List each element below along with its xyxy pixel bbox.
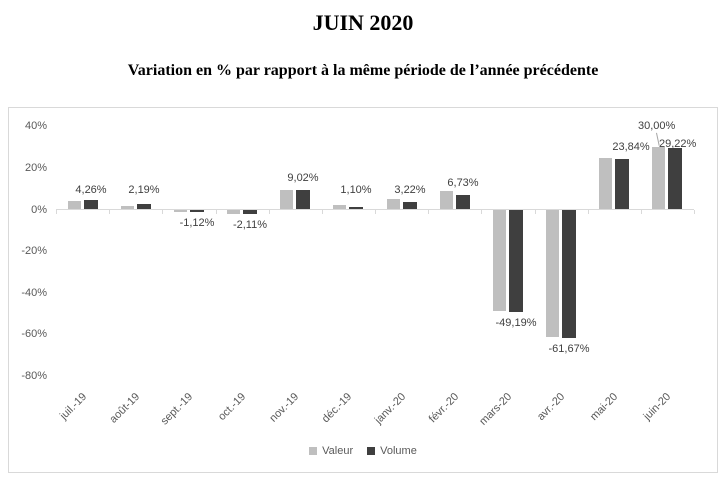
bar-valeur [333, 205, 346, 209]
bar-valeur [121, 206, 134, 209]
bar-volume [84, 200, 98, 209]
axis-tick [481, 210, 482, 214]
legend-label: Volume [380, 445, 417, 457]
y-axis-label: 20% [24, 161, 47, 174]
axis-tick [56, 210, 57, 214]
axis-tick [641, 210, 642, 214]
data-label-volume: 3,22% [394, 184, 426, 196]
chart-subtitle: Variation en % par rapport à la même pér… [127, 62, 599, 79]
bar-volume [562, 210, 576, 338]
bar-volume [403, 202, 417, 209]
legend-item-volume: Volume [367, 445, 417, 457]
y-axis-label: 40% [24, 120, 47, 133]
legend-item-valeur: Valeur [309, 445, 353, 457]
bar-volume [615, 159, 629, 209]
bar-volume [456, 195, 470, 209]
axis-tick [109, 210, 110, 214]
bar-volume [349, 207, 363, 209]
axis-tick [535, 210, 536, 214]
bar-volume [137, 204, 151, 209]
legend: Valeur Volume [9, 445, 717, 457]
bar-volume [190, 210, 204, 212]
data-label-volume: 23,84% [612, 141, 650, 153]
axis-tick [269, 210, 270, 214]
bar-volume [296, 190, 310, 209]
bar-valeur [174, 210, 187, 212]
legend-swatch-icon [309, 447, 318, 455]
bar-valeur [440, 191, 453, 209]
bar-valeur [227, 210, 240, 214]
data-label-volume: -1,12% [179, 217, 215, 229]
y-axis-label: -60% [21, 328, 47, 341]
bar-volume [668, 148, 682, 209]
bar-valeur [280, 190, 293, 209]
data-label-valeur-juin: 30,00% [638, 120, 676, 132]
y-axis-label: -40% [21, 286, 47, 299]
y-axis-label: -20% [21, 245, 47, 258]
y-axis-label: 0% [31, 203, 47, 216]
bar-valeur [68, 201, 81, 209]
data-label-volume: 4,26% [75, 184, 107, 196]
data-label-volume: -61,67% [548, 343, 590, 355]
data-label-volume: -49,19% [495, 317, 537, 329]
y-axis-label: -80% [21, 369, 47, 382]
legend-label: Valeur [322, 445, 354, 457]
data-label-volume: 6,73% [447, 177, 479, 189]
bar-valeur [652, 147, 665, 209]
axis-tick [588, 210, 589, 214]
data-label-volume: 9,02% [287, 172, 319, 184]
x-axis-line [56, 209, 694, 210]
bar-volume [509, 210, 523, 312]
axis-tick [375, 210, 376, 214]
bar-valeur [387, 199, 400, 209]
legend-swatch-icon [367, 447, 376, 455]
bar-valeur [493, 210, 506, 311]
bar-chart: Valeur Volume 40% 20% 0% -20% -40% -60% -80% 4,2… [8, 107, 718, 473]
data-label-volume: -2,11% [232, 219, 268, 231]
data-label-volume: 1,10% [340, 184, 372, 196]
axis-tick [322, 210, 323, 214]
chart-title: JUIN 2020 [312, 10, 414, 35]
data-label-volume-juin: 29,22% [659, 138, 697, 150]
bar-volume [243, 210, 257, 214]
bar-valeur [599, 158, 612, 209]
axis-tick [162, 210, 163, 214]
axis-tick [694, 210, 695, 214]
data-label-volume: 2,19% [128, 184, 160, 196]
axis-tick [216, 210, 217, 214]
axis-tick [428, 210, 429, 214]
bar-valeur [546, 210, 559, 337]
